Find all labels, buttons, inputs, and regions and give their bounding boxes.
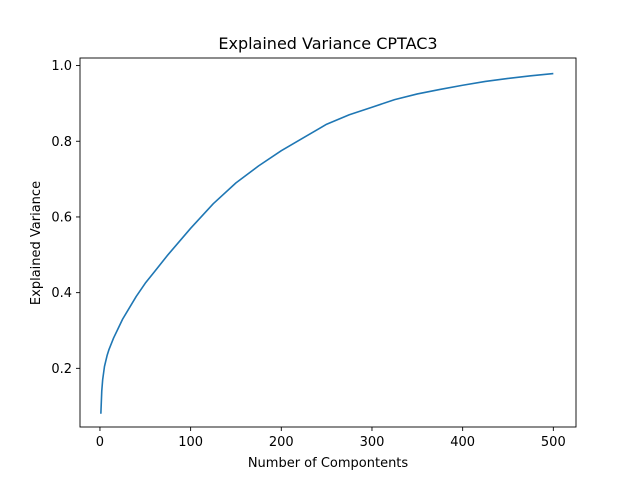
x-tick-label: 300	[360, 435, 385, 450]
x-tick-label: 200	[269, 435, 294, 450]
x-axis: 0 100 200 300 400 500	[96, 427, 566, 450]
y-axis: 0.2 0.4 0.6 0.8 1.0	[51, 59, 80, 377]
x-tick-label: 500	[541, 435, 566, 450]
y-tick-label: 0.2	[51, 362, 72, 377]
y-tick-label: 0.6	[51, 210, 72, 225]
x-axis-label: Number of Compontents	[248, 456, 409, 471]
chart-title: Explained Variance CPTAC3	[218, 34, 437, 53]
x-tick-label: 0	[96, 435, 104, 450]
y-tick-label: 0.4	[51, 286, 72, 301]
x-tick-label: 400	[450, 435, 475, 450]
plot-area	[79, 57, 577, 428]
series-line-0	[100, 72, 554, 414]
y-tick-label: 0.8	[51, 135, 72, 150]
y-axis-label: Explained Variance	[29, 181, 44, 305]
axes-frame	[79, 57, 577, 428]
y-tick-label: 1.0	[51, 59, 72, 74]
x-tick-label: 100	[178, 435, 203, 450]
